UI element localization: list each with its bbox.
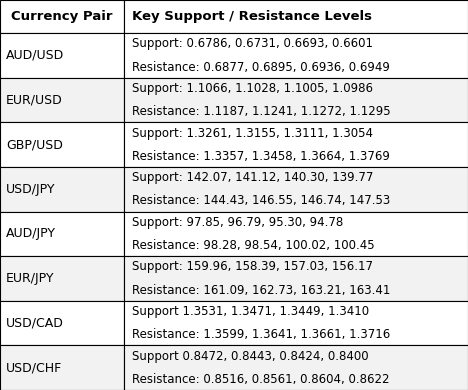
- Text: Support 0.8472, 0.8443, 0.8424, 0.8400: Support 0.8472, 0.8443, 0.8424, 0.8400: [132, 349, 369, 363]
- Text: USD/CHF: USD/CHF: [6, 361, 62, 374]
- Bar: [124, 78, 468, 122]
- Text: EUR/USD: EUR/USD: [6, 94, 63, 106]
- Bar: [0, 0, 124, 33]
- Text: USD/JPY: USD/JPY: [6, 183, 56, 196]
- Text: Currency Pair: Currency Pair: [11, 10, 113, 23]
- Bar: [0, 33, 124, 78]
- Text: EUR/JPY: EUR/JPY: [6, 272, 54, 285]
- Bar: [0, 211, 124, 256]
- Bar: [0, 301, 124, 346]
- Text: Resistance: 98.28, 98.54, 100.02, 100.45: Resistance: 98.28, 98.54, 100.02, 100.45: [132, 239, 375, 252]
- Text: Support 1.3531, 1.3471, 1.3449, 1.3410: Support 1.3531, 1.3471, 1.3449, 1.3410: [132, 305, 369, 318]
- Bar: [124, 33, 468, 78]
- Text: AUD/JPY: AUD/JPY: [6, 227, 56, 240]
- Text: Support: 142.07, 141.12, 140.30, 139.77: Support: 142.07, 141.12, 140.30, 139.77: [132, 171, 373, 184]
- Text: GBP/USD: GBP/USD: [6, 138, 63, 151]
- Text: Resistance: 144.43, 146.55, 146.74, 147.53: Resistance: 144.43, 146.55, 146.74, 147.…: [132, 194, 390, 207]
- Bar: [124, 211, 468, 256]
- Bar: [124, 0, 468, 33]
- Bar: [124, 122, 468, 167]
- Text: Resistance: 161.09, 162.73, 163.21, 163.41: Resistance: 161.09, 162.73, 163.21, 163.…: [132, 284, 390, 296]
- Text: Resistance: 0.8516, 0.8561, 0.8604, 0.8622: Resistance: 0.8516, 0.8561, 0.8604, 0.86…: [132, 373, 389, 386]
- Text: Resistance: 1.1187, 1.1241, 1.1272, 1.1295: Resistance: 1.1187, 1.1241, 1.1272, 1.12…: [132, 105, 391, 118]
- Text: Resistance: 1.3357, 1.3458, 1.3664, 1.3769: Resistance: 1.3357, 1.3458, 1.3664, 1.37…: [132, 150, 390, 163]
- Bar: [124, 346, 468, 390]
- Text: Resistance: 1.3599, 1.3641, 1.3661, 1.3716: Resistance: 1.3599, 1.3641, 1.3661, 1.37…: [132, 328, 390, 341]
- Bar: [124, 301, 468, 346]
- Text: Support: 1.1066, 1.1028, 1.1005, 1.0986: Support: 1.1066, 1.1028, 1.1005, 1.0986: [132, 82, 373, 95]
- Bar: [0, 167, 124, 211]
- Text: Key Support / Resistance Levels: Key Support / Resistance Levels: [132, 10, 372, 23]
- Text: Resistance: 0.6877, 0.6895, 0.6936, 0.6949: Resistance: 0.6877, 0.6895, 0.6936, 0.69…: [132, 60, 390, 74]
- Text: AUD/USD: AUD/USD: [6, 49, 64, 62]
- Text: Support: 97.85, 96.79, 95.30, 94.78: Support: 97.85, 96.79, 95.30, 94.78: [132, 216, 343, 229]
- Text: Support: 159.96, 158.39, 157.03, 156.17: Support: 159.96, 158.39, 157.03, 156.17: [132, 261, 373, 273]
- Bar: [124, 167, 468, 211]
- Bar: [124, 256, 468, 301]
- Bar: [0, 346, 124, 390]
- Text: USD/CAD: USD/CAD: [6, 317, 64, 330]
- Bar: [0, 122, 124, 167]
- Text: Support: 0.6786, 0.6731, 0.6693, 0.6601: Support: 0.6786, 0.6731, 0.6693, 0.6601: [132, 37, 373, 50]
- Bar: [0, 256, 124, 301]
- Text: Support: 1.3261, 1.3155, 1.3111, 1.3054: Support: 1.3261, 1.3155, 1.3111, 1.3054: [132, 127, 373, 140]
- Bar: [0, 78, 124, 122]
